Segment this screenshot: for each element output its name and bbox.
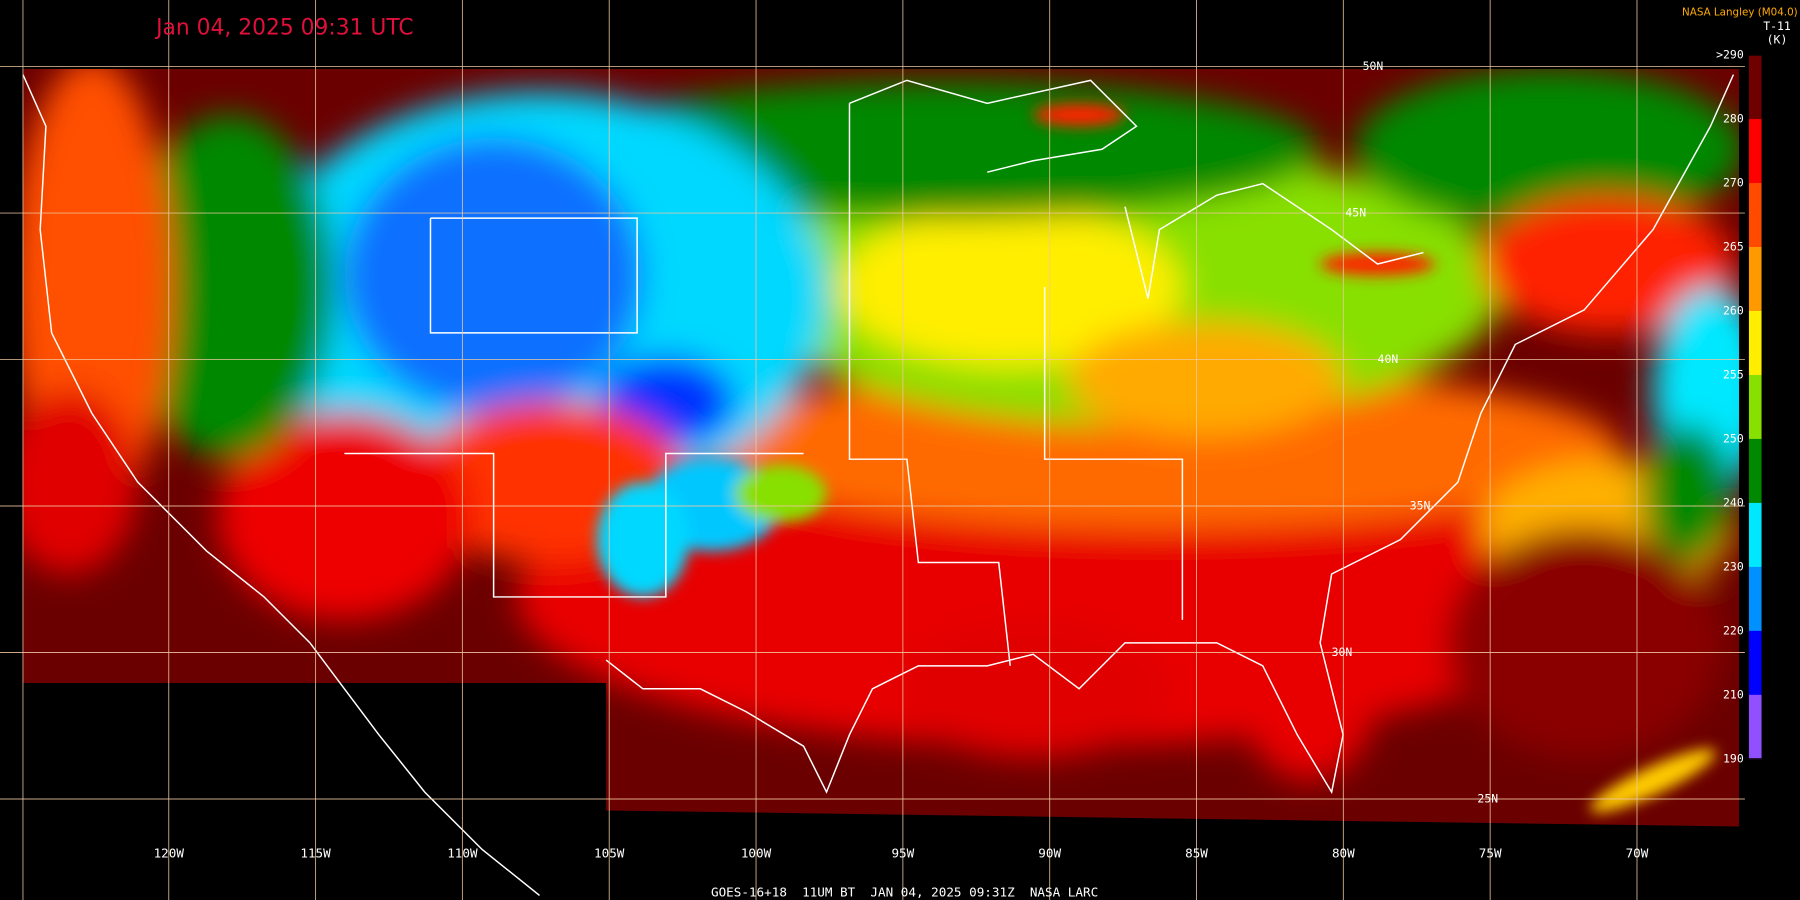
longitude-label: 85W [1185, 846, 1208, 861]
longitude-label: 120W [154, 846, 185, 861]
latitude-label: 40N [1378, 352, 1399, 366]
longitude-label: 105W [594, 846, 625, 861]
colorbar-label: 190 [1723, 751, 1744, 765]
colorbar-segment [1748, 694, 1763, 760]
colorbar-label: 250 [1723, 431, 1744, 445]
colorbar-label: >290 [1716, 48, 1744, 62]
colorbar-label: 230 [1723, 559, 1744, 573]
colorbar-label: 220 [1723, 623, 1744, 637]
credit: NASA Langley (M04.0) [1682, 7, 1798, 19]
latitude-label: 50N [1363, 59, 1384, 73]
colorbar-label: 265 [1723, 240, 1744, 254]
longitude-label: 110W [447, 846, 478, 861]
latitude-label: 45N [1345, 206, 1366, 220]
colorbar: >290 280 270 265 260 255 250 240 230 220 210 190 [1716, 48, 1763, 765]
longitude-label: 80W [1332, 846, 1355, 861]
latitude-label: 30N [1332, 645, 1353, 659]
colorbar-label: 240 [1723, 495, 1744, 509]
longitude-label: 75W [1479, 846, 1502, 861]
graticule: 120W 115W 110W 105W 100W 95W 90W 85W 80W 75W 70W 50… [0, 0, 1745, 900]
colorbar-segment [1748, 183, 1763, 248]
colorbar-segment [1748, 630, 1763, 696]
latitude-label: 25N [1477, 791, 1498, 805]
footer: GOES-16+18 11UM BT JAN 04, 2025 09:31Z N… [711, 885, 1098, 900]
colorbar-segment [1748, 438, 1763, 504]
colorbar-label: 210 [1723, 687, 1744, 701]
colorbar-segment [1748, 502, 1763, 568]
longitude-label: 115W [300, 846, 331, 861]
colorbar-segment [1748, 55, 1763, 120]
longitude-label: 70W [1626, 846, 1649, 861]
colorbar-segment [1748, 119, 1763, 184]
latitude-label: 35N [1410, 499, 1431, 513]
timestamp-title: Jan 04, 2025 09:31 UTC [154, 16, 413, 41]
longitude-label: 90W [1038, 846, 1061, 861]
colorbar-label: 260 [1723, 303, 1744, 317]
colorbar-segment [1748, 566, 1763, 632]
unit-label: (K) [1767, 33, 1788, 47]
colorbar-segment [1748, 374, 1763, 440]
colorbar-frame [1747, 54, 1763, 760]
colorbar-label: 270 [1723, 176, 1744, 190]
product-label: T-11 [1763, 19, 1791, 33]
colorbar-label: 280 [1723, 112, 1744, 126]
longitude-label: 95W [891, 846, 914, 861]
colorbar-label: 255 [1723, 367, 1744, 381]
coastline [22, 74, 1735, 896]
colorbar-segment [1748, 310, 1763, 376]
colorbar-segment [1748, 247, 1763, 312]
longitude-label: 100W [741, 846, 772, 861]
